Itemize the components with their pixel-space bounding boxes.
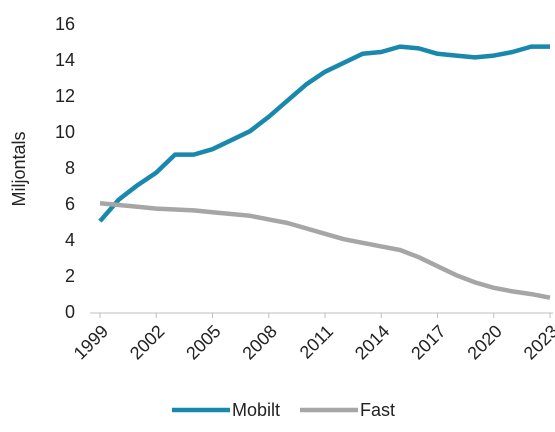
x-tick-label: 2002 — [126, 321, 168, 363]
x-tick-label: 2020 — [463, 321, 505, 363]
x-tick-label: 2014 — [351, 321, 393, 363]
legend-label: Mobilt — [232, 400, 280, 420]
line-series — [99, 200, 551, 300]
y-tick-label: 4 — [65, 230, 75, 250]
x-tick-label: 1999 — [70, 321, 112, 363]
line-series — [98, 44, 550, 223]
x-tick-label: 2017 — [407, 321, 449, 363]
y-tick-label: 6 — [65, 194, 75, 214]
y-tick-label: 8 — [65, 158, 75, 178]
y-tick-label: 14 — [55, 50, 75, 70]
y-axis-label: Miljontals — [9, 131, 29, 206]
x-tick-label: 2011 — [296, 321, 338, 363]
y-tick-label: 0 — [65, 302, 75, 322]
y-tick-label: 10 — [55, 122, 75, 142]
legend-label: Fast — [360, 400, 395, 420]
y-tick-label: 16 — [55, 14, 75, 34]
x-tick-label: 2023 — [520, 321, 555, 363]
x-tick-label: 2005 — [182, 321, 224, 363]
y-tick-label: 2 — [65, 266, 75, 286]
y-tick-label: 12 — [55, 86, 75, 106]
x-tick-label: 2008 — [238, 321, 280, 363]
